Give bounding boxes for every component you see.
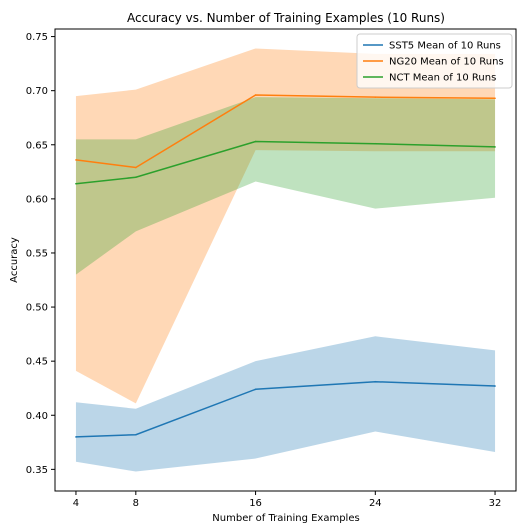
- x-tick-label: 24: [369, 498, 382, 509]
- point-series-2-0: [75, 182, 77, 185]
- point-series-1-4: [494, 97, 496, 100]
- point-series-1-2: [254, 94, 257, 96]
- point-series-0-1: [135, 433, 137, 436]
- y-tick-label: 0.50: [26, 303, 48, 314]
- x-axis-label: Number of Training Examples: [212, 513, 359, 523]
- series-lines: [75, 94, 496, 438]
- legend-entry: NG20 Mean of 10 Runs: [389, 57, 504, 68]
- x-tick-label: 32: [489, 498, 502, 509]
- point-series-0-2: [254, 388, 257, 391]
- y-tick-label: 0.45: [26, 357, 48, 368]
- legend-entry: SST5 Mean of 10 Runs: [389, 41, 501, 52]
- chart-title: Accuracy vs. Number of Training Examples…: [127, 11, 445, 25]
- x-tick-label: 4: [73, 498, 79, 509]
- legend: SST5 Mean of 10 Runs NG20 Mean of 10 Runs…: [356, 33, 513, 89]
- confidence-bands: [75, 48, 496, 472]
- x-tick-label: 16: [249, 498, 262, 509]
- legend-entry: NCT Mean of 10 Runs: [389, 73, 496, 84]
- point-series-0-0: [75, 436, 77, 438]
- x-axis: 4 8 16 24 32: [73, 491, 502, 509]
- point-series-1-3: [374, 96, 377, 98]
- point-series-2-3: [374, 142, 377, 145]
- legend-box: [356, 33, 513, 89]
- y-tick-label: 0.35: [26, 465, 48, 476]
- y-tick-label: 0.60: [26, 194, 48, 205]
- y-axis-label: Accuracy: [9, 237, 20, 283]
- band-series-0: [75, 336, 496, 472]
- point-series-1-0: [75, 159, 77, 161]
- point-series-2-1: [135, 176, 137, 179]
- x-tick-label: 8: [133, 498, 139, 509]
- point-series-0-3: [374, 380, 377, 383]
- y-tick-label: 0.65: [26, 140, 48, 151]
- point-series-0-4: [494, 385, 496, 387]
- band-series-1: [75, 48, 496, 404]
- point-series-2-2: [254, 140, 257, 143]
- y-tick-label: 0.75: [26, 32, 48, 43]
- y-axis: 0.35 0.40 0.45 0.50 0.55 0.60 0.65 0.70 0.75: [26, 32, 55, 476]
- plot-frame: [54, 28, 517, 492]
- band-series-2: [75, 97, 496, 275]
- point-series-2-4: [494, 146, 496, 148]
- y-tick-label: 0.40: [26, 411, 48, 422]
- y-tick-label: 0.70: [26, 86, 48, 97]
- y-tick-label: 0.55: [26, 248, 48, 259]
- point-series-1-1: [135, 166, 137, 169]
